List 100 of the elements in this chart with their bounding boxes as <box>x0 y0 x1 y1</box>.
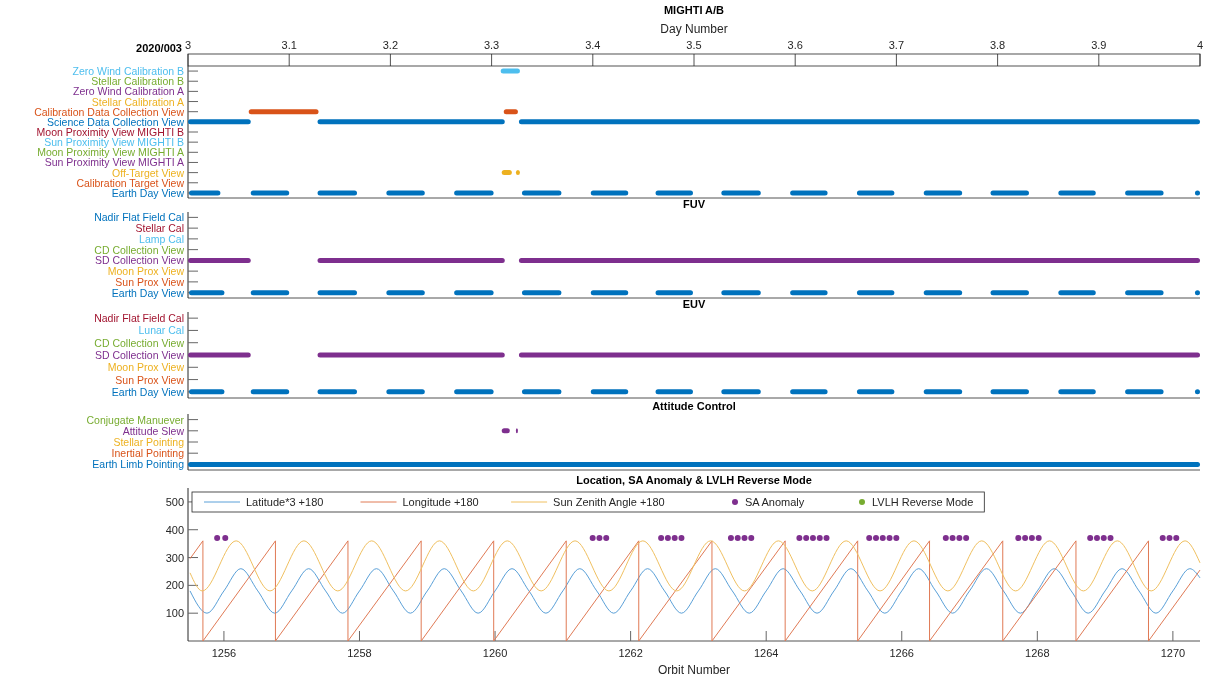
x-axis-title: Orbit Number <box>657 663 731 677</box>
legend-label: Longitude +180 <box>402 496 479 508</box>
x-tick-label: 1266 <box>889 647 914 659</box>
bar <box>990 389 1029 395</box>
bar <box>1125 290 1164 296</box>
y-tick-label: Attitude Slew <box>122 424 185 437</box>
x-tick-label: 1256 <box>211 647 237 659</box>
bar <box>990 190 1029 196</box>
x-tick-label: 1258 <box>347 647 372 659</box>
x-tick-label: 3.1 <box>281 39 297 51</box>
text: 2020/003 <box>136 42 182 54</box>
x-tick-label: 3.5 <box>686 39 702 51</box>
legend-label: LVLH Reverse Mode <box>872 496 974 508</box>
x-tick-label: 4 <box>1196 39 1204 51</box>
bar <box>721 290 761 296</box>
chart-title: FUV <box>683 198 706 210</box>
bar <box>386 190 425 196</box>
y-tick-label: 500 <box>165 495 184 508</box>
x-tick-label: 1260 <box>482 647 508 659</box>
bar <box>454 389 494 395</box>
x-tick-label: 3.3 <box>483 39 500 51</box>
bar <box>501 170 512 176</box>
bar <box>590 290 629 296</box>
x-tick-label: 3.4 <box>585 39 601 51</box>
y-tick-label: CD Collection View <box>94 243 185 256</box>
bar <box>189 190 221 196</box>
y-tick-label: Stellar Cal <box>135 222 184 235</box>
bar <box>454 190 494 196</box>
legend-label: Sun Zenith Angle +180 <box>553 496 665 508</box>
bar <box>317 119 505 125</box>
x-tick-label: 3.2 <box>382 39 399 51</box>
x-tick-label: 3.6 <box>787 39 803 51</box>
bar <box>856 389 895 395</box>
bar <box>521 290 562 296</box>
y-tick-label: Stellar Calibration A <box>91 95 184 108</box>
x-tick-label: 1264 <box>753 647 779 659</box>
x-tick-label: 1270 <box>1160 647 1186 659</box>
line-series <box>189 540 1201 592</box>
bar <box>590 190 629 196</box>
y-tick-label: Stellar Calibration B <box>91 75 184 88</box>
y-tick-label: Calibration Data Collection View <box>34 105 185 118</box>
y-tick-label: Stellar Pointing <box>113 436 185 448</box>
line-series <box>189 568 1201 614</box>
bar <box>1058 290 1096 296</box>
bar <box>856 290 895 296</box>
y-tick-label: Earth Limb Pointing <box>92 458 185 471</box>
bar <box>990 290 1029 296</box>
bar <box>790 190 828 196</box>
y-tick-label: Conjugate Manuever <box>86 413 185 426</box>
y-tick-label: SD Collection View <box>94 349 185 361</box>
bar <box>1058 190 1096 196</box>
x-tick-label: 3 <box>184 39 192 51</box>
bar <box>790 389 828 395</box>
bar <box>250 190 290 196</box>
chart-title: EUV <box>682 298 706 310</box>
bar <box>721 389 761 395</box>
bar <box>1125 389 1164 395</box>
chart-title: Location, SA Anomaly & LVLH Reverse Mode <box>576 474 812 486</box>
chart-title: Attitude Control <box>652 400 736 412</box>
bar <box>454 290 494 296</box>
bar <box>590 389 629 395</box>
bar <box>655 290 693 296</box>
legend-label: Latitude*3 +180 <box>246 496 324 508</box>
bar <box>386 290 425 296</box>
y-tick-label: Earth Day View <box>111 286 185 299</box>
y-tick-label: Lamp Cal <box>139 232 184 245</box>
bar <box>923 190 963 196</box>
x-tick-label: 3.9 <box>1091 39 1107 51</box>
y-tick-label: Sun Prox View <box>115 373 185 386</box>
bar <box>790 290 828 296</box>
bar <box>500 68 520 74</box>
y-tick-label: 200 <box>165 579 184 592</box>
y-tick-label: 400 <box>165 523 184 536</box>
bar <box>1125 190 1164 196</box>
y-tick-label: Nadir Flat Field Cal <box>94 211 184 224</box>
y-tick-label: Nadir Flat Field Cal <box>94 312 184 325</box>
x-tick-label: 3.7 <box>888 39 905 51</box>
x-tick-label: 1262 <box>618 647 643 659</box>
y-tick-label: 300 <box>165 551 184 564</box>
y-tick-label: 100 <box>165 607 184 620</box>
legend-label: SA Anomaly <box>745 496 805 508</box>
x-tick-label: 3.8 <box>989 39 1006 51</box>
bar <box>518 119 1200 125</box>
y-tick-label: Moon Proximity View MIGHTI B <box>36 126 184 138</box>
y-tick-label: Earth Day View <box>111 385 185 398</box>
bar <box>248 109 319 115</box>
bar <box>923 290 963 296</box>
y-tick-label: Inertial Pointing <box>111 447 185 460</box>
chart-title: MIGHTI A/B <box>663 4 725 16</box>
bar <box>923 389 963 395</box>
y-tick-label: Moon Prox View <box>107 265 185 278</box>
bar <box>721 190 761 196</box>
bar <box>655 190 693 196</box>
bar <box>503 109 518 115</box>
y-tick-label: Sun Prox View <box>115 275 185 288</box>
bar <box>655 389 693 395</box>
y-tick-label: Moon Prox View <box>107 361 185 374</box>
y-tick-label: Lunar Cal <box>138 324 184 337</box>
bar <box>188 119 251 125</box>
bar <box>1058 389 1096 395</box>
